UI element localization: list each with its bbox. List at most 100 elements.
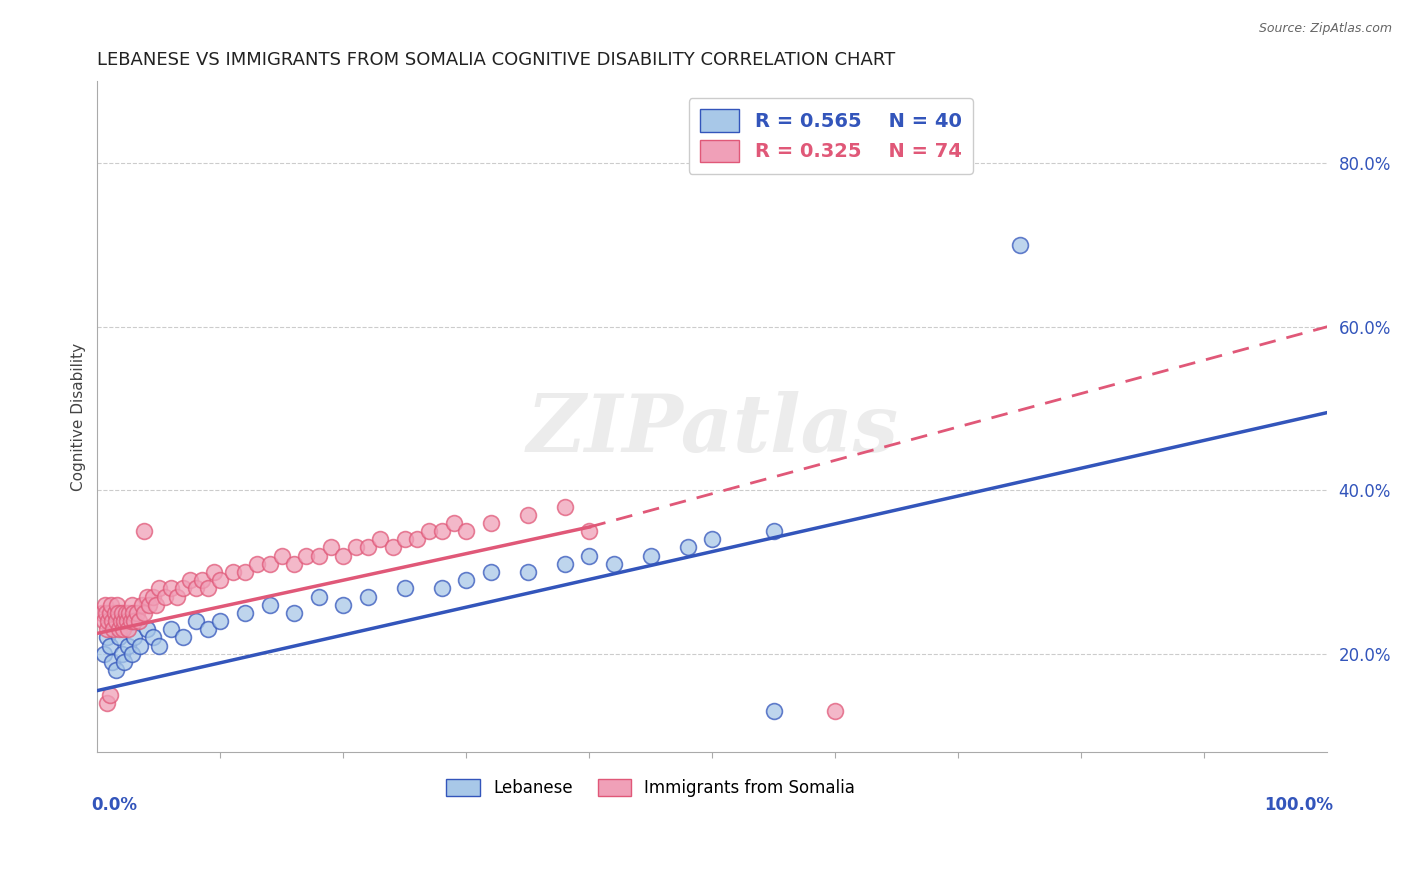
Point (554, 557, 576, 571)
Text: ZIPatlas: ZIPatlas (526, 392, 898, 469)
Point (121, 598, 143, 612)
Point (357, 590, 380, 604)
Point (117, 622, 139, 636)
Point (108, 622, 131, 636)
Point (406, 533, 429, 547)
Point (98, 639, 121, 653)
Point (104, 614, 127, 628)
Point (148, 582, 170, 596)
Point (93, 598, 115, 612)
Point (191, 573, 214, 587)
Point (153, 590, 176, 604)
Point (479, 516, 502, 530)
Point (160, 622, 183, 636)
Point (138, 598, 160, 612)
Point (246, 557, 269, 571)
Point (233, 606, 256, 620)
Point (283, 606, 305, 620)
Point (148, 639, 170, 653)
Point (516, 508, 538, 522)
Point (344, 541, 367, 555)
Point (332, 598, 354, 612)
Point (121, 647, 143, 661)
Point (108, 631, 131, 645)
Point (105, 598, 128, 612)
Point (111, 606, 134, 620)
Point (319, 541, 342, 555)
Point (270, 549, 292, 563)
Point (762, 524, 785, 538)
Point (554, 500, 576, 514)
Point (394, 582, 416, 596)
Point (142, 590, 165, 604)
Point (202, 565, 225, 579)
Point (122, 631, 145, 645)
Point (295, 549, 318, 563)
Point (394, 533, 416, 547)
Point (172, 631, 194, 645)
Point (122, 614, 145, 628)
Point (114, 606, 136, 620)
Point (221, 565, 243, 579)
Point (456, 573, 478, 587)
Point (132, 606, 155, 620)
Point (443, 516, 465, 530)
Point (96, 622, 118, 636)
Point (418, 524, 440, 538)
Point (357, 541, 380, 555)
Point (824, 704, 846, 718)
Point (122, 606, 145, 620)
Point (135, 590, 157, 604)
Point (131, 598, 153, 612)
Point (179, 573, 201, 587)
Point (103, 606, 125, 620)
Point (111, 647, 134, 661)
Point (516, 565, 538, 579)
Point (578, 524, 600, 538)
Text: LEBANESE VS IMMIGRANTS FROM SOMALIA COGNITIVE DISABILITY CORRELATION CHART: LEBANESE VS IMMIGRANTS FROM SOMALIA COGN… (97, 51, 896, 69)
Point (197, 582, 219, 596)
Point (283, 557, 305, 571)
Point (430, 524, 453, 538)
Point (166, 590, 188, 604)
Point (132, 524, 155, 538)
Point (104, 663, 127, 677)
Point (100, 598, 122, 612)
Point (640, 549, 662, 563)
Point (184, 582, 207, 596)
Legend: Lebanese, Immigrants from Somalia: Lebanese, Immigrants from Somalia (440, 772, 862, 804)
Point (112, 655, 135, 669)
Point (332, 549, 354, 563)
Point (93, 614, 115, 628)
Point (184, 614, 207, 628)
Y-axis label: Cognitive Disability: Cognitive Disability (72, 343, 86, 491)
Point (128, 614, 150, 628)
Point (368, 533, 391, 547)
Point (101, 614, 124, 628)
Point (110, 614, 132, 628)
Point (93, 647, 115, 661)
Point (676, 541, 699, 555)
Point (259, 557, 281, 571)
Point (160, 582, 183, 596)
Point (97, 614, 120, 628)
Point (96, 696, 118, 710)
Point (762, 704, 785, 718)
Point (96, 631, 118, 645)
Text: 0.0%: 0.0% (91, 796, 138, 814)
Point (172, 582, 194, 596)
Point (120, 614, 142, 628)
Point (129, 639, 152, 653)
Point (479, 565, 502, 579)
Point (101, 655, 124, 669)
Point (430, 582, 453, 596)
Point (94, 606, 117, 620)
Point (381, 541, 404, 555)
Text: Source: ZipAtlas.com: Source: ZipAtlas.com (1258, 22, 1392, 36)
Point (115, 614, 138, 628)
Point (197, 622, 219, 636)
Point (112, 622, 135, 636)
Point (259, 598, 281, 612)
Point (578, 549, 600, 563)
Point (308, 590, 330, 604)
